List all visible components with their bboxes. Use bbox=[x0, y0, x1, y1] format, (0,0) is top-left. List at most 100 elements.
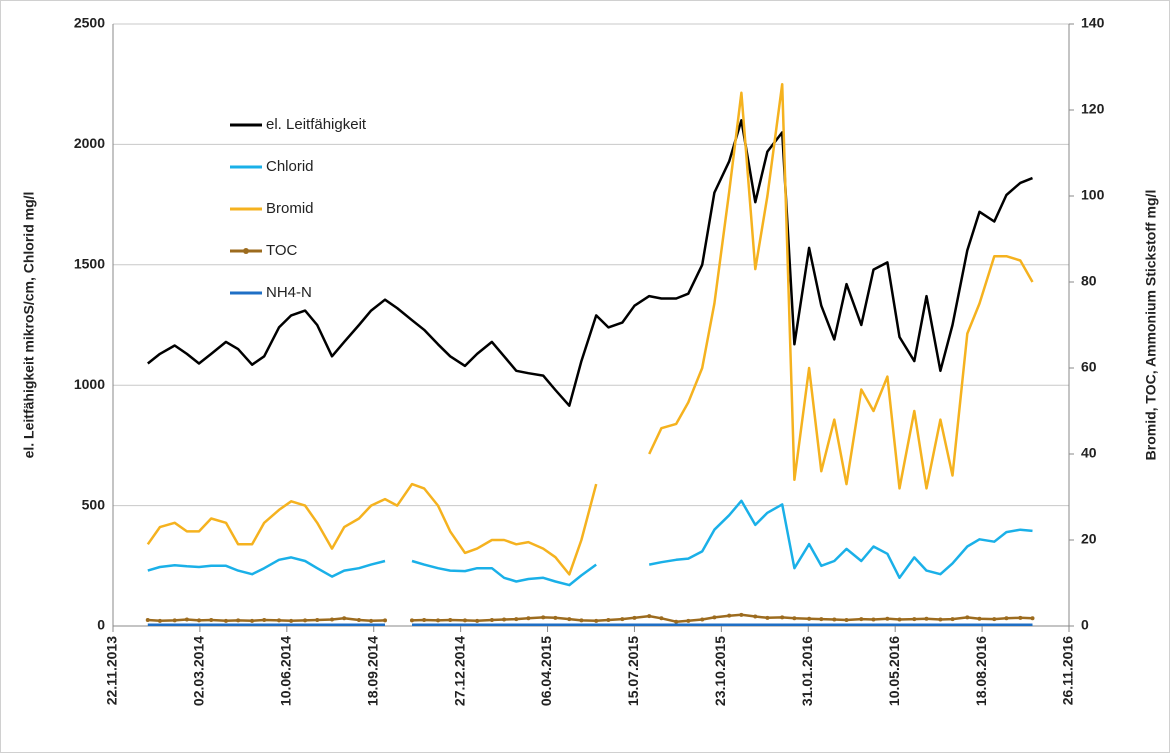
series-marker bbox=[276, 618, 281, 623]
series-marker bbox=[792, 616, 797, 621]
series-marker bbox=[315, 617, 320, 622]
series-marker bbox=[553, 615, 558, 620]
series-marker bbox=[780, 615, 785, 620]
series-marker bbox=[965, 615, 970, 620]
y2-tick-label: 20 bbox=[1081, 531, 1097, 547]
series-marker bbox=[526, 616, 531, 621]
series-marker bbox=[1004, 616, 1009, 621]
series-marker bbox=[924, 616, 929, 621]
y-tick-label: 2000 bbox=[74, 135, 105, 151]
series-marker bbox=[369, 618, 374, 623]
series-marker bbox=[303, 618, 308, 623]
series-marker bbox=[620, 617, 625, 622]
series-marker bbox=[579, 618, 584, 623]
y2-tick-label: 120 bbox=[1081, 101, 1105, 117]
series-marker bbox=[871, 617, 876, 622]
series-marker bbox=[409, 618, 414, 623]
series-marker bbox=[184, 617, 189, 622]
series-marker bbox=[606, 617, 611, 622]
x-tick-label: 18.08.2016 bbox=[973, 636, 989, 706]
series-marker bbox=[674, 619, 679, 624]
series-marker bbox=[727, 613, 732, 618]
series-marker bbox=[739, 612, 744, 617]
x-tick-label: 10.05.2016 bbox=[886, 636, 902, 706]
series-marker bbox=[209, 617, 214, 622]
y2-axis-label: Bromid, TOC, Ammonium Stickstoff mg/l bbox=[1143, 190, 1159, 461]
series-marker bbox=[819, 617, 824, 622]
series-marker bbox=[885, 616, 890, 621]
series-marker bbox=[541, 615, 546, 620]
y-tick-label: 1000 bbox=[74, 376, 105, 392]
y2-tick-label: 100 bbox=[1081, 187, 1105, 203]
series-marker bbox=[250, 618, 255, 623]
series-marker bbox=[700, 617, 705, 622]
y2-tick-label: 80 bbox=[1081, 273, 1097, 289]
x-tick-label: 15.07.2015 bbox=[625, 636, 641, 706]
series-marker bbox=[262, 617, 267, 622]
series-marker bbox=[912, 617, 917, 622]
series-marker bbox=[172, 618, 177, 623]
series-marker bbox=[462, 618, 467, 623]
legend-label: el. Leitfähigkeit bbox=[266, 116, 367, 133]
x-tick-label: 22.11.2013 bbox=[104, 636, 120, 706]
series-marker bbox=[807, 616, 812, 621]
series-marker bbox=[686, 618, 691, 623]
y-tick-label: 2500 bbox=[74, 15, 105, 31]
y-axis-label: el. Leitfähigkeit mikroS/cm, Chlorid mg/… bbox=[21, 192, 37, 459]
y2-tick-label: 40 bbox=[1081, 445, 1097, 461]
series-marker bbox=[977, 616, 982, 621]
series-marker bbox=[514, 617, 519, 622]
x-tick-label: 31.01.2016 bbox=[799, 636, 815, 706]
series-marker bbox=[223, 618, 228, 623]
series-marker bbox=[356, 617, 361, 622]
series-marker bbox=[383, 618, 388, 623]
x-tick-label: 18.09.2014 bbox=[364, 636, 380, 706]
y2-tick-label: 60 bbox=[1081, 359, 1097, 375]
series-marker bbox=[197, 618, 202, 623]
x-tick-label: 27.12.2014 bbox=[451, 636, 467, 706]
x-tick-label: 26.11.2016 bbox=[1060, 636, 1076, 706]
series-marker bbox=[289, 618, 294, 623]
series-marker bbox=[422, 617, 427, 622]
y-tick-label: 0 bbox=[97, 617, 105, 633]
series-marker bbox=[502, 617, 507, 622]
series-marker bbox=[145, 617, 150, 622]
legend-label: Chlorid bbox=[266, 158, 314, 175]
series-marker bbox=[950, 617, 955, 622]
series-marker bbox=[567, 617, 572, 622]
series-marker bbox=[753, 614, 758, 619]
series-marker bbox=[632, 615, 637, 620]
series-marker bbox=[330, 617, 335, 622]
legend-label: NH4-N bbox=[266, 284, 312, 301]
series-marker bbox=[1018, 615, 1023, 620]
series-line bbox=[146, 82, 1034, 576]
series-line bbox=[147, 119, 1033, 407]
series-marker bbox=[765, 615, 770, 620]
y2-tick-label: 140 bbox=[1081, 15, 1105, 31]
y-tick-label: 1500 bbox=[74, 256, 105, 272]
series-marker bbox=[475, 618, 480, 623]
series-line bbox=[147, 499, 1033, 587]
x-tick-label: 02.03.2014 bbox=[191, 636, 207, 706]
series-marker bbox=[489, 617, 494, 622]
x-tick-label: 23.10.2015 bbox=[712, 636, 728, 706]
x-tick-label: 10.06.2014 bbox=[278, 636, 294, 706]
series-marker bbox=[859, 617, 864, 622]
series-marker bbox=[647, 614, 652, 619]
series-marker bbox=[938, 617, 943, 622]
series-marker bbox=[236, 618, 241, 623]
y-tick-label: 500 bbox=[82, 496, 106, 512]
series-marker bbox=[1030, 616, 1035, 621]
series-marker bbox=[992, 617, 997, 622]
series-marker bbox=[659, 616, 664, 621]
series-marker bbox=[448, 617, 453, 622]
series-marker bbox=[844, 617, 849, 622]
legend-label: TOC bbox=[266, 242, 298, 259]
series-marker bbox=[157, 618, 162, 623]
legend-label: Bromid bbox=[266, 200, 314, 217]
series-marker bbox=[342, 616, 347, 621]
series-marker bbox=[832, 617, 837, 622]
series-marker bbox=[712, 615, 717, 620]
